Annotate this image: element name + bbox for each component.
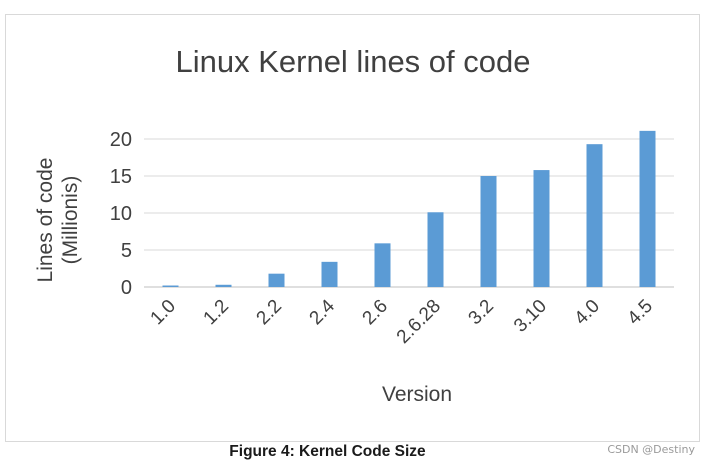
x-tick-label: 3.10 [510, 296, 551, 337]
bar-2.6.28 [427, 212, 444, 287]
x-tick-label: 4.5 [624, 296, 658, 330]
y-axis-label: Lines of code (Millionis) [34, 158, 82, 283]
bar-3.2 [480, 176, 497, 287]
bar-1.2 [215, 284, 232, 287]
x-tick-label: 2.4 [306, 295, 340, 329]
bar-2.4 [321, 261, 338, 287]
x-tick-label: 1.2 [200, 296, 234, 330]
bar-2.6 [374, 243, 391, 287]
watermark: CSDN @Destiny [607, 443, 695, 456]
bar-2.2 [268, 273, 285, 287]
y-tick-label: 5 [121, 240, 132, 262]
x-tick-label: 2.6.28 [393, 296, 445, 348]
bar-4.0 [586, 144, 603, 287]
x-tick-label: 2.2 [253, 296, 287, 330]
bar-4.5 [639, 130, 656, 287]
bar-chart: Linux Kernel lines of code 0 5 10 15 20 1.0 1… [34, 44, 674, 406]
y-tick-label: 0 [121, 277, 132, 299]
chart-title: Linux Kernel lines of code [175, 44, 530, 79]
x-tick-label: 2.6 [359, 296, 393, 330]
x-tick-label: 4.0 [571, 296, 605, 330]
y-tick-label: 15 [110, 166, 132, 188]
x-tick-label: 1.0 [147, 296, 181, 330]
bar-3.10 [533, 170, 550, 287]
x-axis-label: Version [382, 383, 452, 406]
chart-frame: Linux Kernel lines of code 0 5 10 15 20 1.0 1… [5, 14, 700, 442]
y-axis-label-line2: (Millionis) [59, 176, 82, 265]
bar-1.0 [162, 285, 179, 287]
y-tick-label: 10 [110, 203, 132, 225]
figure-caption: Figure 4: Kernel Code Size [229, 443, 426, 460]
y-tick-label: 20 [110, 129, 132, 151]
y-axis-label-line1: Lines of code [34, 158, 57, 283]
x-tick-label: 3.2 [465, 296, 499, 330]
